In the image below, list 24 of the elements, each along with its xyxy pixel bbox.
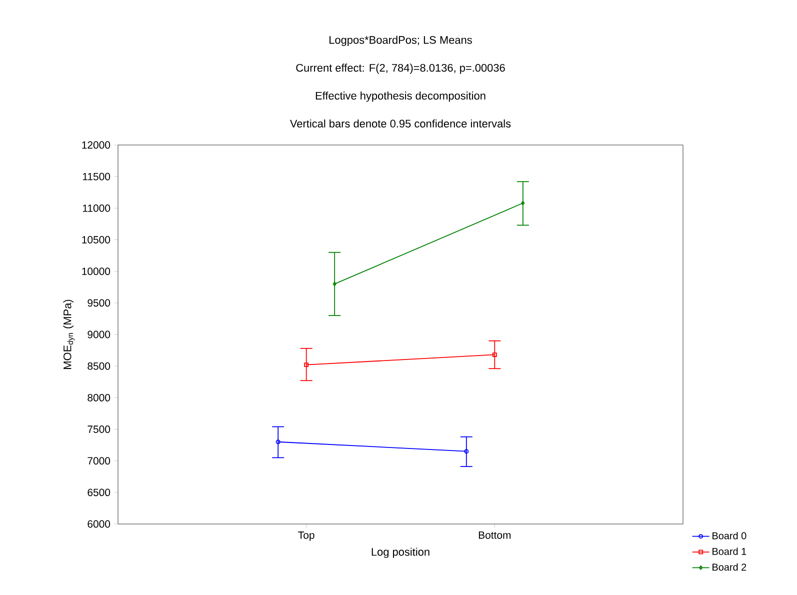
y-tick-label: 7000 — [88, 457, 110, 465]
y-tick-label: 7500 — [88, 426, 110, 433]
legend-label: Board 2 — [712, 563, 746, 571]
chart-subtitle: Current effect: F(2, 784)=8.0136, p=.00036 — [296, 64, 505, 74]
y-tick-label: 11000 — [82, 204, 110, 212]
legend-label: Board 1 — [712, 548, 746, 555]
text: Vertical bars denote 0.95 confidence intervals — [290, 119, 511, 128]
y-tick-label: 9000 — [88, 330, 110, 338]
y-tick-label: 6500 — [88, 488, 110, 496]
legend-label: Board 0 — [712, 532, 746, 540]
y-tick-label: 10500 — [82, 236, 110, 244]
y-tick-label: 10000 — [82, 268, 110, 276]
y-tick-label: 12000 — [82, 141, 110, 149]
text: Effective hypothesis decomposition — [316, 92, 486, 102]
y-tick-label: 8500 — [88, 362, 110, 370]
x-axis-title: Log position — [372, 548, 430, 558]
y-axis-title: MOE$_{dyn}$ (MPa) — [63, 300, 75, 369]
x-tick-label: Bottom — [478, 532, 511, 539]
chart-title: Logpos*BoardPos; LS Means — [330, 36, 472, 46]
y-tick-label: 11500 — [82, 172, 110, 180]
y-tick-label: 8000 — [88, 394, 110, 402]
x-tick-label: Top — [298, 532, 314, 541]
y-tick-label: 9500 — [88, 299, 110, 307]
y-tick-label: 6000 — [88, 520, 110, 528]
